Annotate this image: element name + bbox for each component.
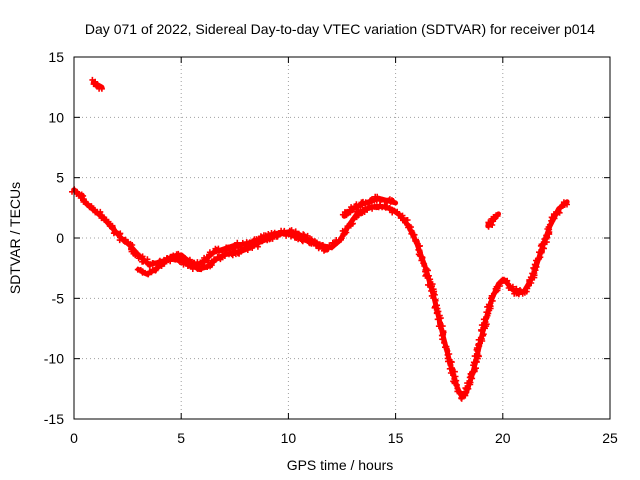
plot-frame xyxy=(73,56,611,420)
series-4 xyxy=(485,211,502,230)
x-tick-label: 25 xyxy=(602,430,618,446)
x-tick-label: 15 xyxy=(388,430,404,446)
series-markers xyxy=(485,212,501,230)
y-tick-label: -5 xyxy=(52,290,65,306)
y-axis-label: SDTVAR / TECUs xyxy=(7,182,23,294)
y-tick-label: 5 xyxy=(56,170,64,186)
y-tick-label: 10 xyxy=(48,109,64,125)
series-5 xyxy=(89,76,105,92)
series-1 xyxy=(69,186,570,402)
series-markers xyxy=(134,228,329,278)
y-tick-label: 0 xyxy=(56,230,64,246)
x-tick-label: 5 xyxy=(177,430,185,446)
x-tick-label: 0 xyxy=(70,430,78,446)
series-markers xyxy=(89,76,105,92)
data-series xyxy=(69,76,570,402)
y-tick-label: -10 xyxy=(44,351,64,367)
series-3 xyxy=(339,193,399,219)
x-axis-label: GPS time / hours xyxy=(287,457,394,473)
x-tick-label: 20 xyxy=(495,430,511,446)
x-tick-label: 10 xyxy=(281,430,297,446)
y-tick-label: 15 xyxy=(48,49,64,65)
series-markers xyxy=(339,193,397,219)
chart-title: Day 071 of 2022, Sidereal Day-to-day VTE… xyxy=(85,21,595,37)
x-tick-labels: 0 5 10 15 20 25 xyxy=(70,430,618,446)
y-tick-labels: -15 -10 -5 0 5 10 15 xyxy=(44,49,64,427)
series-2 xyxy=(134,228,330,278)
series-markers xyxy=(69,186,570,402)
y-tick-label: -15 xyxy=(44,411,64,427)
